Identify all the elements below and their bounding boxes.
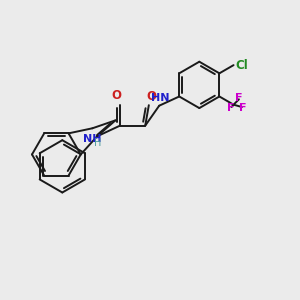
- Text: F: F: [239, 103, 247, 113]
- Text: O: O: [146, 90, 156, 103]
- Text: Cl: Cl: [235, 58, 248, 72]
- Text: F: F: [235, 93, 243, 103]
- Text: H: H: [94, 138, 101, 148]
- Text: NH: NH: [83, 134, 102, 144]
- Text: HN: HN: [151, 93, 169, 103]
- Text: O: O: [111, 89, 122, 103]
- Text: F: F: [227, 103, 234, 113]
